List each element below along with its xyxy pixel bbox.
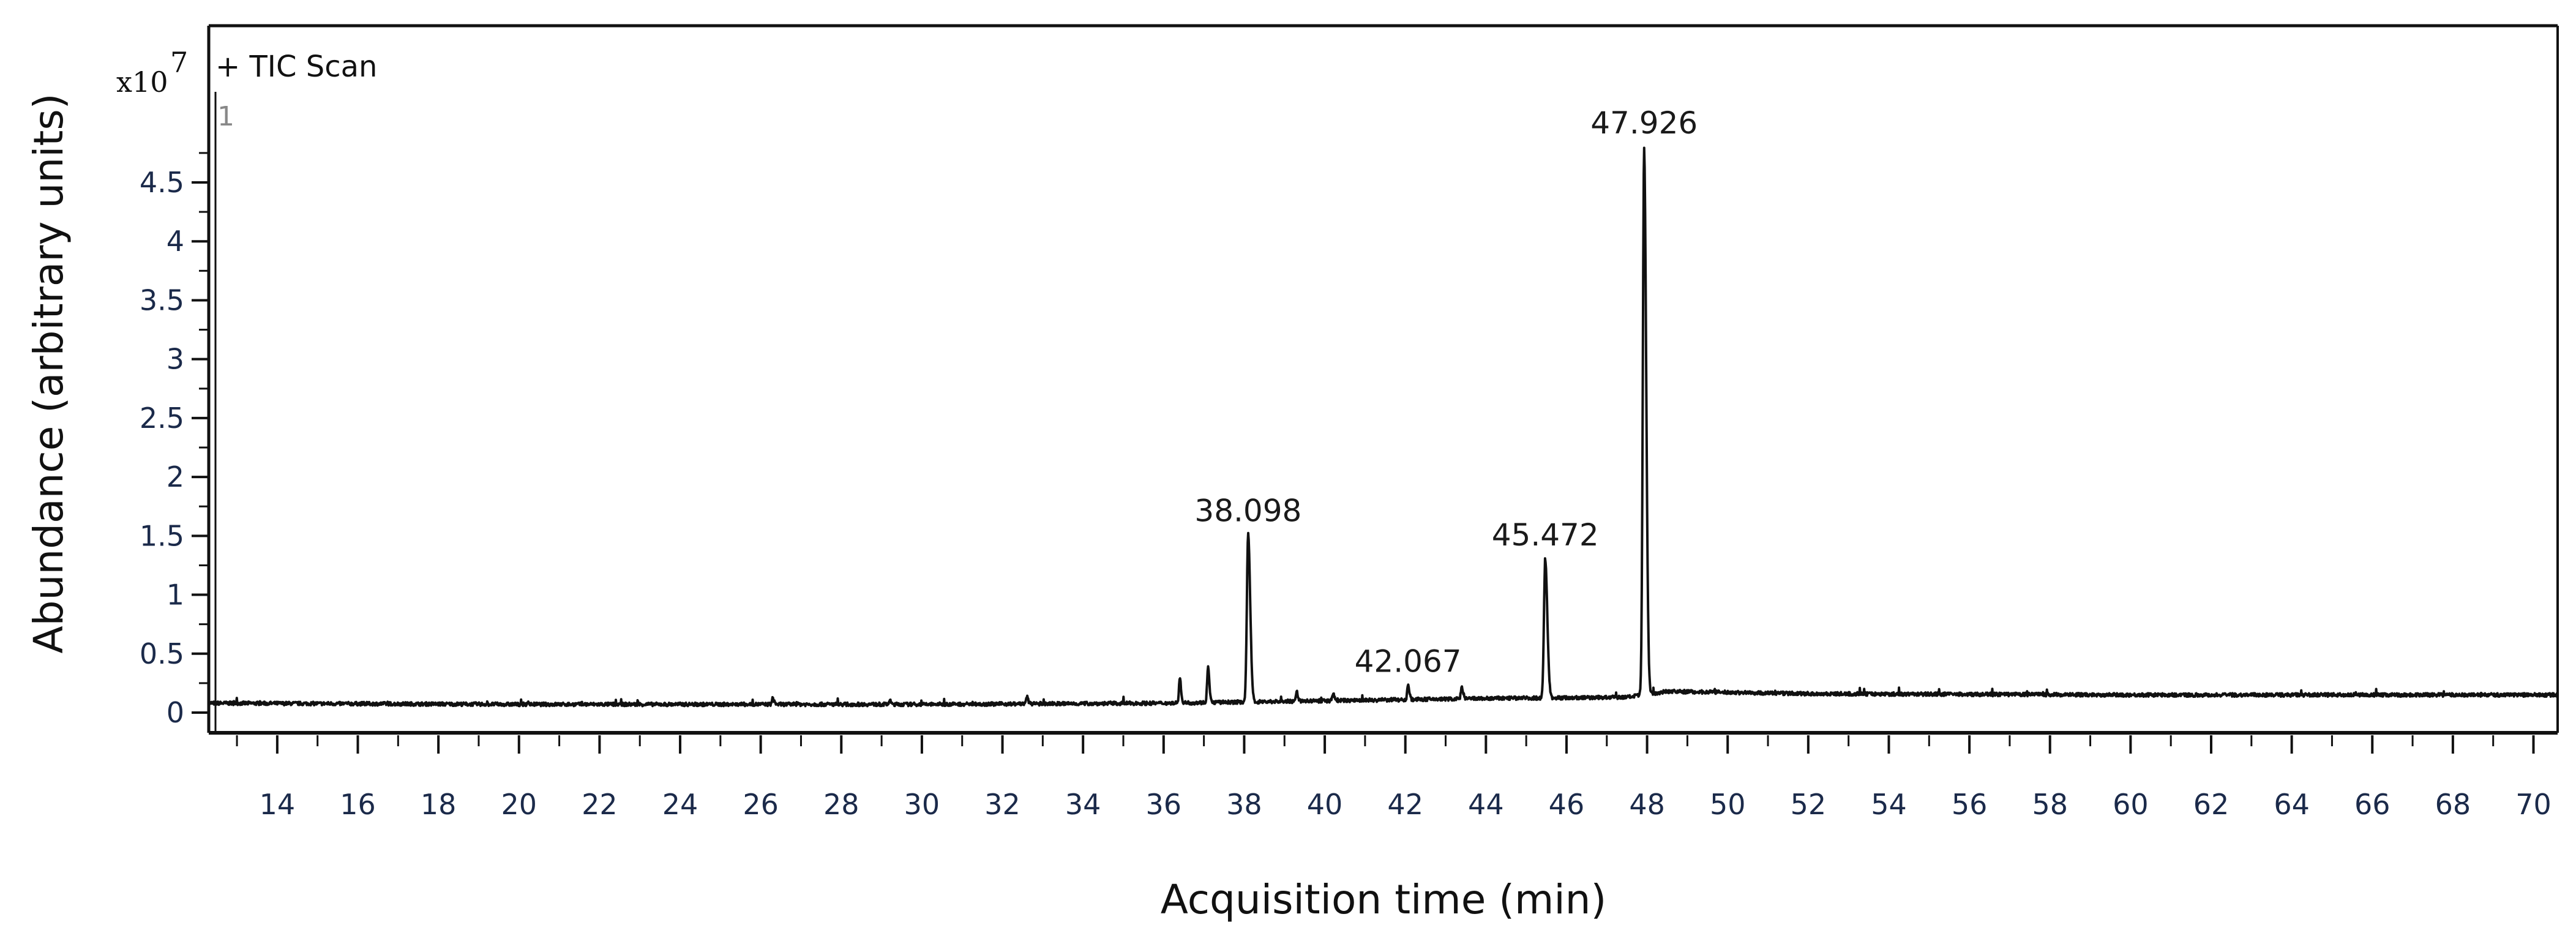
x-tick-label: 22 <box>582 788 618 821</box>
x-tick-label: 46 <box>1549 788 1585 821</box>
legend-label: + TIC Scan <box>215 50 377 84</box>
x-tick-label: 50 <box>1710 788 1746 821</box>
x-tick-label: 42 <box>1387 788 1423 821</box>
x-tick-label: 24 <box>662 788 698 821</box>
x-tick-label: 32 <box>984 788 1020 821</box>
y-tick-label: 1.5 <box>140 519 184 552</box>
x-tick-label: 40 <box>1307 788 1343 821</box>
y-tick-label: 0 <box>167 696 184 729</box>
x-tick-label: 58 <box>2032 788 2068 821</box>
x-tick-label: 20 <box>501 788 537 821</box>
x-tick-label: 18 <box>421 788 457 821</box>
x-tick-label: 56 <box>1952 788 1988 821</box>
x-tick-label: 16 <box>340 788 376 821</box>
x-tick-label: 64 <box>2274 788 2310 821</box>
y-tick-label: 4.5 <box>140 166 184 199</box>
multiplier-base: x10 <box>116 66 168 99</box>
peak-label: 38.098 <box>1194 493 1301 528</box>
y-axis-title: Abundance (arbitrary units) <box>25 94 72 654</box>
peak-label: 45.472 <box>1492 517 1599 553</box>
y-tick-label: 0.5 <box>140 637 184 670</box>
x-tick-label: 70 <box>2515 788 2552 821</box>
x-tick-label: 68 <box>2435 788 2471 821</box>
peak-label: 42.067 <box>1355 644 1462 680</box>
y-tick-label: 3.5 <box>140 283 184 317</box>
series-tic-trace <box>208 146 2559 708</box>
x-tick-label: 34 <box>1065 788 1101 821</box>
x-tick-label: 52 <box>1791 788 1827 821</box>
x-tick-label: 30 <box>904 788 940 821</box>
y-tick-label: 2.5 <box>140 402 184 435</box>
x-tick-label: 60 <box>2113 788 2149 821</box>
peak-label: 47.926 <box>1590 105 1698 141</box>
y-tick-label: 3 <box>167 343 184 376</box>
x-tick-label: 48 <box>1629 788 1665 821</box>
x-tick-label: 36 <box>1146 788 1182 821</box>
y-tick-label: 2 <box>167 460 184 493</box>
y-tick-label: 4 <box>167 225 184 258</box>
x-tick-label: 62 <box>2193 788 2230 821</box>
x-tick-label: 66 <box>2354 788 2391 821</box>
x-tick-label: 54 <box>1871 788 1907 821</box>
x-tick-label: 44 <box>1468 788 1504 821</box>
x-tick-label: 14 <box>260 788 296 821</box>
x-tick-label: 28 <box>823 788 859 821</box>
multiplier-exponent: 7 <box>170 46 188 79</box>
x-tick-label: 38 <box>1226 788 1262 821</box>
y-tick-label: 1 <box>167 579 184 612</box>
scan-index-label: 1 <box>217 101 234 132</box>
x-axis-title: Acquisition time (min) <box>1161 876 1607 923</box>
x-tick-label: 26 <box>743 788 779 821</box>
